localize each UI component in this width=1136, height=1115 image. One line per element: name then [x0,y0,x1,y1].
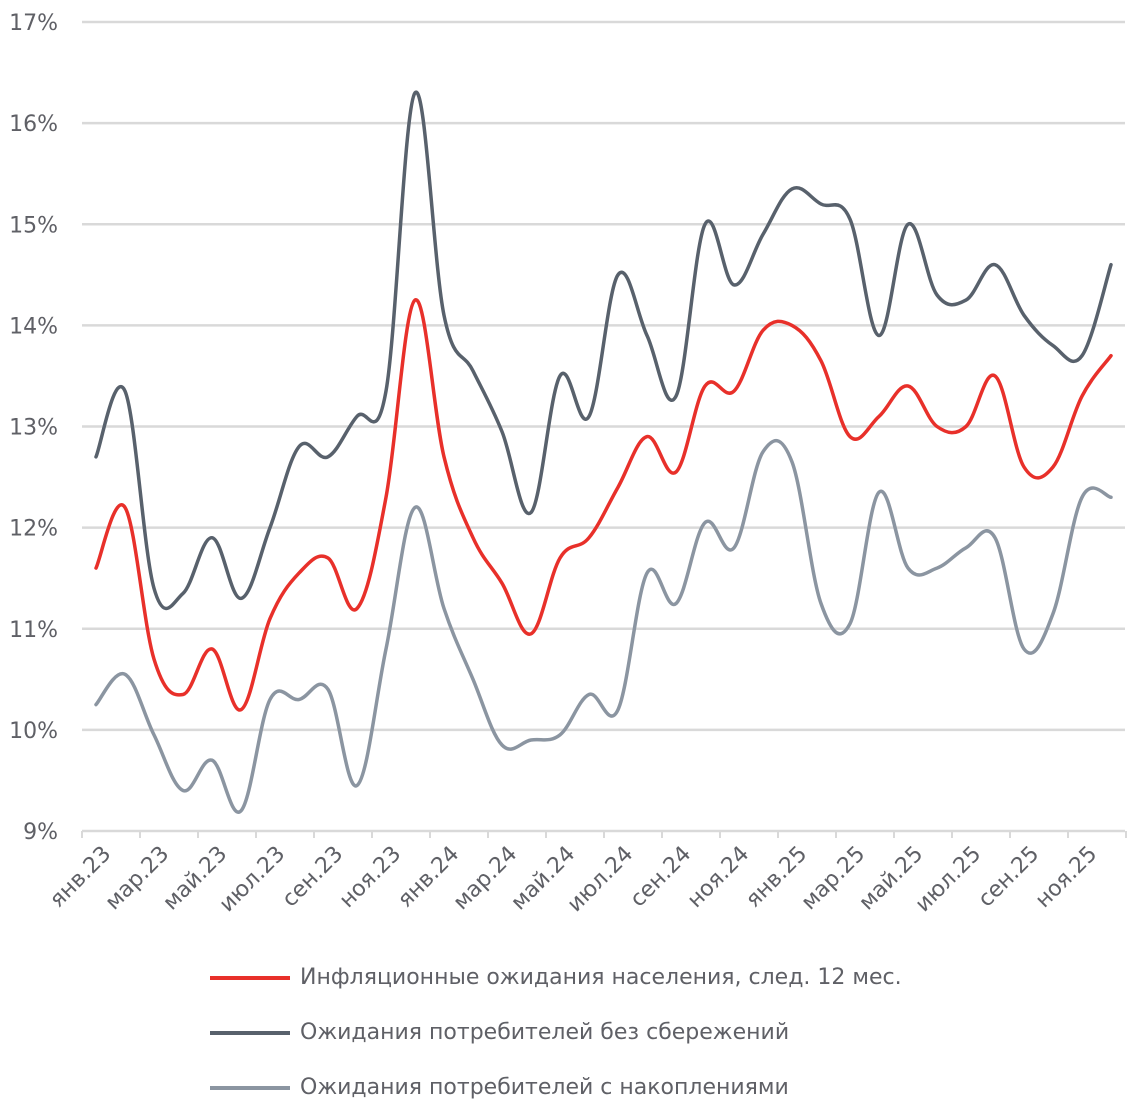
line-chart: 9%10%11%12%13%14%15%16%17% янв.23мар.23м… [9,11,1127,918]
x-tick-label: мар.25 [797,842,871,916]
x-tick-label: ноя.23 [335,842,406,913]
y-tick-label: 11% [9,618,58,643]
legend-item-with-savings: Ожидания потребителей с накоплениями [210,1060,902,1115]
x-tick-label: мар.24 [449,842,523,916]
legend-label-population: Инфляционные ожидания населения, след. 1… [300,965,902,990]
x-tick-label: ноя.25 [1031,842,1102,913]
x-tick-label: мар.23 [101,842,175,916]
legend-label-with-savings: Ожидания потребителей с накоплениями [300,1075,789,1100]
y-tick-label: 10% [9,719,58,744]
legend-swatch-no-savings [210,1030,290,1035]
legend-swatch-population [210,975,290,980]
x-tick-label: сен.25 [974,842,1045,913]
x-tick-label: июл.24 [563,842,639,918]
legend-item-no-savings: Ожидания потребителей без сбережений [210,1005,902,1060]
y-tick-label: 17% [9,11,58,36]
legend: Инфляционные ожидания населения, след. 1… [210,950,902,1115]
legend-swatch-with-savings [210,1085,290,1090]
x-tick-label: ноя.24 [683,842,754,913]
y-tick-label: 13% [9,416,58,441]
y-tick-label: 9% [23,820,58,845]
y-tick-label: 15% [9,213,58,238]
legend-label-no-savings: Ожидания потребителей без сбережений [300,1020,790,1045]
x-tick-label: июл.25 [911,842,987,918]
y-tick-label: 14% [9,314,58,339]
y-tick-label: 16% [9,112,58,137]
series-with-savings-line [94,439,1113,814]
series-population-expectations-line [94,298,1113,712]
x-tick-label: июл.23 [215,842,291,918]
series-no-savings-line [94,90,1113,611]
x-tick-label: сен.23 [278,842,349,913]
x-tick-label: сен.24 [626,842,697,913]
y-tick-label: 12% [9,517,58,542]
legend-item-population: Инфляционные ожидания населения, след. 1… [210,950,902,1005]
